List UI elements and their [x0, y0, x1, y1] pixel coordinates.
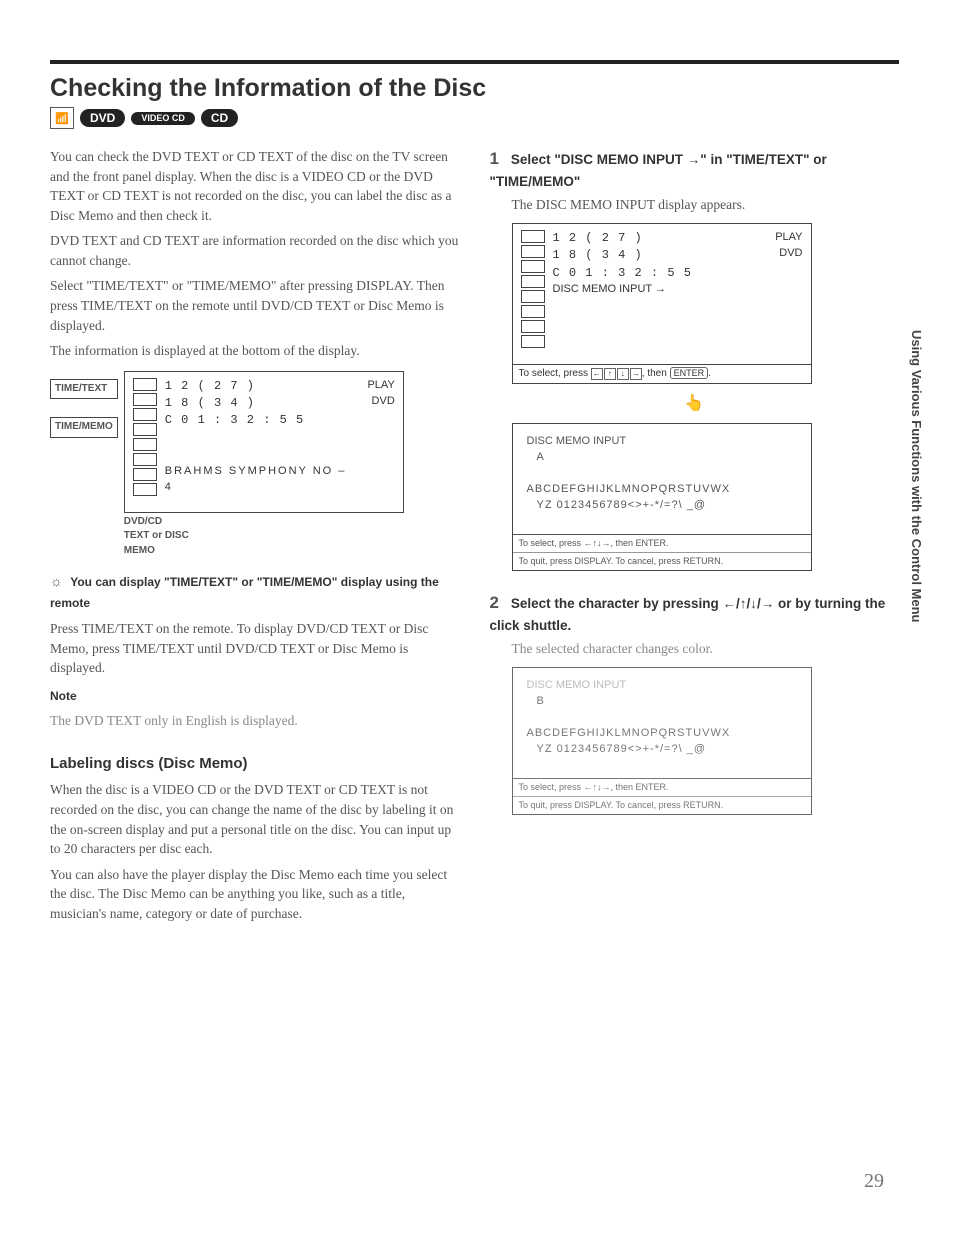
left-col: You can check the DVD TEXT or CD TEXT of…: [50, 147, 460, 929]
in1-title: DISC MEMO INPUT: [527, 434, 797, 450]
intro-p2: DVD TEXT and CD TEXT are information rec…: [50, 231, 460, 270]
r1-play: PLAY: [775, 230, 802, 246]
r1-dvd: DVD: [775, 246, 802, 262]
intro-p1: You can check the DVD TEXT or CD TEXT of…: [50, 147, 460, 225]
step1: 1 Select "DISC MEMO INPUT →" in "TIME/TE…: [490, 147, 900, 215]
input-screen1: DISC MEMO INPUT A ABCDEFGHIJKLMNOPQRSTUV…: [512, 423, 812, 571]
right-col: 1 Select "DISC MEMO INPUT →" in "TIME/TE…: [490, 147, 900, 929]
input-screen2: DISC MEMO INPUT B ABCDEFGHIJKLMNOPQRSTUV…: [512, 667, 812, 815]
tip-body: Press TIME/TEXT on the remote. To displa…: [50, 619, 460, 678]
in2-title: DISC MEMO INPUT: [527, 678, 797, 694]
left-screen-wrap: TIME/TEXT TIME/MEMO 1 2 ( 2 7 ) 1 8 ( 3 …: [50, 371, 460, 559]
r1-l4: DISC MEMO INPUT →: [553, 282, 692, 298]
label-timetext: TIME/TEXT: [50, 379, 118, 400]
in1-cursor: A: [537, 450, 797, 466]
scr-line2: 1 8 ( 3 4 ): [165, 395, 360, 412]
note-body: The DVD TEXT only in English is displaye…: [50, 711, 460, 731]
badge-videocd: VIDEO CD: [131, 112, 195, 125]
page-title: Checking the Information of the Disc: [50, 74, 899, 103]
badge-cd: CD: [201, 109, 238, 127]
scr-line1: 1 2 ( 2 7 ): [165, 378, 360, 395]
in2-f1: To select, press ←↑↓→, then ENTER.: [513, 778, 811, 796]
label-dvdcd: DVD/CD TEXT or DISC MEMO: [124, 515, 404, 559]
tip-icon: [50, 574, 67, 589]
scr-bottom: BRAHMS SYMPHONY NO – 4: [165, 464, 360, 496]
r-screen1: 1 2 ( 2 7 ) 1 8 ( 3 4 ) C 0 1 : 3 2 : 5 …: [512, 223, 812, 385]
step1-num: 1: [490, 147, 508, 172]
in1-f2: To quit, press DISPLAY. To cancel, press…: [513, 552, 811, 570]
r1-l3: C 0 1 : 3 2 : 5 5: [553, 265, 692, 282]
label-p1: When the disc is a VIDEO CD or the DVD T…: [50, 780, 460, 858]
intro-p4: The information is displayed at the bott…: [50, 341, 460, 361]
step1-body: The DISC MEMO INPUT display appears.: [512, 195, 900, 215]
in1-f1: To select, press ←↑↓→, then ENTER.: [513, 534, 811, 552]
step2-head: Select the character by pressing ←/↑/↓/→…: [490, 596, 886, 633]
in2-row2: YZ 0123456789<>+-*/=?\ _@: [537, 742, 797, 758]
r1-l1: 1 2 ( 2 7 ): [553, 230, 692, 247]
badge-row: 📶 DVD VIDEO CD CD: [50, 107, 899, 129]
hand-icon: 👆: [490, 392, 900, 415]
in2-row1: ABCDEFGHIJKLMNOPQRSTUVWX: [527, 726, 797, 742]
in1-row1: ABCDEFGHIJKLMNOPQRSTUVWX: [527, 482, 797, 498]
left-screen: 1 2 ( 2 7 ) 1 8 ( 3 4 ) C 0 1 : 3 2 : 5 …: [124, 371, 404, 513]
step2-num: 2: [490, 591, 508, 616]
in2-f2: To quit, press DISPLAY. To cancel, press…: [513, 796, 811, 814]
badge-dvd: DVD: [80, 109, 125, 127]
side-text: Using Various Functions with the Control…: [909, 330, 924, 623]
step2-body: The selected character changes color.: [512, 639, 900, 659]
scr-line3: C 0 1 : 3 2 : 5 5: [165, 412, 360, 429]
label-timememo: TIME/MEMO: [50, 417, 118, 438]
step2: 2 Select the character by pressing ←/↑/↓…: [490, 591, 900, 659]
intro-p3: Select "TIME/TEXT" or "TIME/MEMO" after …: [50, 276, 460, 335]
in1-row2: YZ 0123456789<>+-*/=?\ _@: [537, 498, 797, 514]
screen-labels: TIME/TEXT TIME/MEMO: [50, 371, 118, 438]
scr-dvd: DVD: [367, 394, 394, 410]
label-h: Labeling discs (Disc Memo): [50, 753, 460, 775]
step1-head: Select "DISC MEMO INPUT →" in "TIME/TEXT…: [490, 152, 827, 189]
label-p2: You can also have the player display the…: [50, 865, 460, 924]
top-rule: [50, 60, 899, 64]
in2-cursor: B: [537, 694, 797, 710]
screen-with-caption: 1 2 ( 2 7 ) 1 8 ( 3 4 ) C 0 1 : 3 2 : 5 …: [124, 371, 404, 559]
r1-l2: 1 8 ( 3 4 ): [553, 247, 692, 264]
disc-stack: [133, 378, 157, 496]
page-number: 29: [864, 1170, 884, 1193]
remote-icon: 📶: [50, 107, 74, 129]
r1-footer: To select, press ←↑↓→, then ENTER.: [513, 364, 811, 384]
columns: You can check the DVD TEXT or CD TEXT of…: [50, 147, 899, 929]
note-head: Note: [50, 688, 460, 705]
tip-head: You can display "TIME/TEXT" or "TIME/MEM…: [50, 575, 439, 610]
scr-play: PLAY: [367, 378, 394, 394]
